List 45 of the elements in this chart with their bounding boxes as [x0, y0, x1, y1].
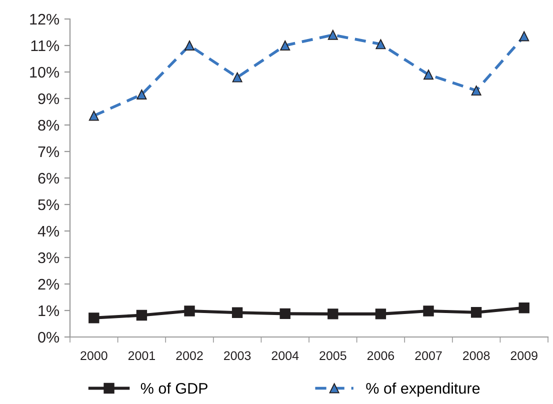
y-tick-label: 5%	[38, 199, 60, 210]
x-tick-label: 2007	[415, 351, 442, 360]
point	[280, 40, 290, 50]
point	[518, 302, 530, 314]
point	[184, 40, 194, 50]
y-tick-label: 7%	[38, 146, 60, 158]
x-tick-label: 2003	[224, 351, 251, 360]
legend-label: % of expenditure	[366, 382, 480, 397]
x-tick-label: 2000	[80, 351, 108, 360]
point	[88, 110, 99, 121]
y-tick-label: 8%	[38, 120, 60, 131]
y-tick-label: 9%	[38, 93, 60, 104]
point	[424, 70, 434, 80]
point	[519, 31, 530, 42]
point	[470, 307, 482, 318]
x-tick-label: 2005	[320, 351, 346, 360]
x-tick-label: 2009	[510, 351, 538, 360]
x-tick-label: 2004	[272, 351, 299, 360]
y-tick-label: 6%	[38, 172, 60, 184]
point	[184, 306, 195, 316]
point	[88, 312, 100, 324]
point	[328, 30, 338, 40]
point	[232, 307, 243, 318]
point	[280, 308, 290, 320]
y-tick-label: 10%	[30, 66, 60, 78]
point	[232, 72, 242, 82]
point	[136, 90, 147, 100]
legend-label: % of GDP	[140, 382, 208, 394]
point	[136, 310, 148, 321]
point	[423, 306, 434, 316]
y-tick-label: 0%	[38, 332, 60, 343]
x-tick-label: 2001	[128, 351, 155, 360]
x-tick-label: 2008	[463, 351, 490, 360]
point	[471, 86, 482, 96]
point	[376, 39, 386, 50]
y-tick-label: 3%	[38, 252, 60, 264]
y-tick-label: 4%	[38, 226, 60, 237]
y-tick-label: 11%	[31, 40, 60, 52]
x-tick-label: 2006	[367, 351, 394, 360]
point	[328, 308, 338, 320]
x-tick-label: 2002	[176, 351, 203, 360]
y-tick-label: 2%	[38, 278, 60, 290]
point	[375, 308, 386, 320]
y-tick-label: 1%	[38, 305, 60, 316]
y-tick-label: 12%	[30, 14, 60, 25]
